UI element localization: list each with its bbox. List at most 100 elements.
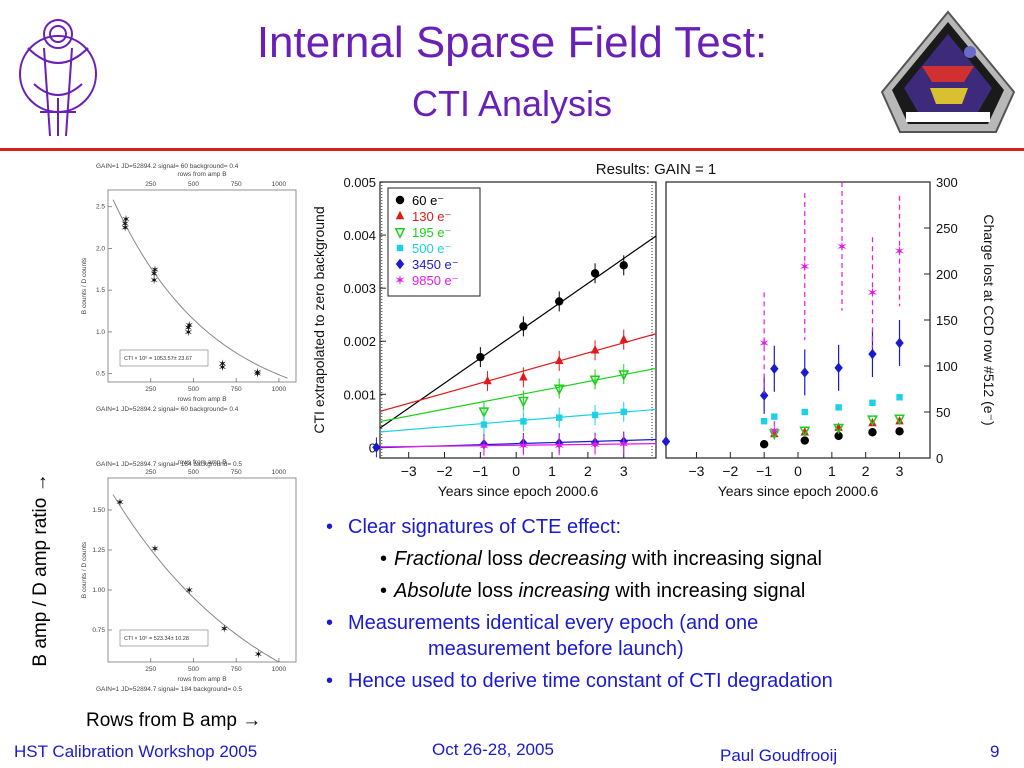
slide-subtitle: CTI Analysis	[411, 83, 613, 124]
footer-event: HST Calibration Workshop 2005	[14, 742, 258, 761]
right-data-point	[896, 394, 903, 401]
left-data-point	[589, 375, 601, 387]
right-data-point: ✶	[836, 238, 848, 254]
footer-author: Paul Goudfrooij	[720, 746, 838, 765]
panel-y-tick-label: 1.0	[96, 329, 105, 336]
right-data-point	[760, 418, 768, 425]
left-data-point	[520, 418, 527, 425]
left-plot-frame	[379, 181, 657, 459]
left-data-point	[517, 396, 529, 408]
sub-bullet-item: • Absolute loss increasing with increasin…	[380, 580, 806, 602]
left-fit-line	[379, 443, 657, 448]
left-y-tick-label: 0.001	[343, 387, 376, 402]
left-fit-line	[379, 333, 657, 412]
bullet-item: • Measurements identical every epoch (and…	[326, 612, 759, 660]
panel-fit-text: CTI × 10⁶ = 1053.57± 23.67	[124, 355, 192, 362]
legend-label: 9850 e⁻	[412, 273, 459, 288]
panel-x-tick-label: 250	[145, 666, 156, 673]
panel-data-point: ✶	[121, 214, 130, 226]
panel-top-axis-title: rows from amp B	[177, 459, 226, 466]
legend-marker	[395, 195, 405, 205]
panel-data-point: ✶	[184, 323, 193, 335]
panel-fit-box	[119, 629, 209, 647]
panel-data-point: ✶	[185, 585, 194, 597]
results-chart: Results: GAIN = 1 −3 −2 −1 0 1 2 3 0 0.001 0.002 0.…	[310, 156, 1002, 508]
panel-data-point: ✶	[150, 543, 159, 555]
right-data-point	[771, 413, 778, 420]
panel-data-point: ✶	[184, 327, 193, 339]
right-series-group: ✶ ✶ ✶ ✶ ✶ ✶	[758, 182, 905, 440]
right-data-point	[867, 415, 878, 427]
right-data-point	[895, 416, 904, 425]
slide-title: Internal Sparse Field Test:	[256, 18, 768, 67]
left-y-axis-label: CTI extrapolated to zero background	[311, 206, 327, 433]
right-data-point	[868, 348, 877, 360]
stis-logo	[878, 8, 1018, 136]
right-data-point	[894, 414, 905, 426]
panel-y-tick-label: 0.75	[92, 627, 105, 634]
right-series-group	[760, 394, 903, 425]
left-x-tick-label: −2	[437, 463, 453, 479]
left-data-point	[480, 421, 488, 428]
panel-top-tick-label: 250	[145, 181, 156, 188]
panel-y-tick-label: 0.5	[96, 371, 105, 378]
panel-top-tick-label: 500	[188, 469, 199, 476]
left-fit-line	[379, 367, 657, 423]
chart-title: Results: GAIN = 1	[596, 161, 716, 178]
left-data-point	[476, 352, 485, 362]
sub-bullet-item: • Fractional loss decreasing with increas…	[380, 548, 822, 570]
title-rule	[0, 148, 1024, 151]
legend-marker	[395, 210, 405, 220]
right-data-point	[869, 399, 876, 406]
right-data-point	[768, 429, 780, 441]
left-series-group: ✶ ✶ ✶ ✶ ✶	[379, 434, 657, 456]
left-data-point	[590, 269, 600, 278]
left-y-tick-label: 0.005	[343, 175, 376, 190]
left-series-group	[379, 401, 657, 435]
left-data-point: ✶	[589, 437, 601, 453]
panel-data-point: ✶	[185, 320, 194, 332]
left-x-axis-label: Years since epoch 2000.6	[438, 483, 599, 499]
right-data-point	[801, 408, 808, 416]
right-x-tick-label: 0	[794, 463, 802, 479]
panel-header: GAIN=1 JD=52894.2 signal= 60 background=…	[96, 163, 239, 170]
ratio-plot-top: GAIN=1 JD=52894.2 signal= 60 background=…	[81, 163, 297, 413]
left-series-group	[379, 235, 657, 429]
panel-bottom-header: GAIN=1 JD=52894.7 signal= 184 background…	[96, 686, 242, 693]
panel-top-tick-label: 750	[231, 469, 242, 476]
right-data-point: ✶	[758, 335, 770, 351]
right-x-tick-label: −2	[722, 463, 738, 479]
left-panels-ylabel: B amp / D amp ratio →	[30, 473, 51, 667]
right-data-point: ✶	[768, 422, 780, 438]
right-data-point	[661, 436, 671, 447]
left-data-point	[619, 334, 628, 343]
right-data-point: ✶	[799, 259, 811, 275]
right-data-point	[895, 337, 904, 349]
results-chart-svg: Results: GAIN = 1 −3 −2 −1 0 1 2 3 0 0.001 0.002 0.…	[310, 156, 1002, 508]
left-data-point	[591, 411, 599, 419]
panel-top-tick-label: 500	[188, 181, 199, 188]
right-y-axis-label: Charge lost at CCD row #512 (e⁻)	[981, 214, 997, 425]
legend-label: 3450 e⁻	[412, 257, 459, 272]
panel-data-point: ✶	[150, 268, 159, 280]
panel-data-point: ✶	[150, 275, 159, 287]
right-data-point	[800, 427, 809, 436]
right-x-tick-label: −3	[688, 463, 704, 479]
panel-x-tick-label: 250	[145, 386, 156, 393]
left-x-tick-label: 3	[620, 463, 628, 479]
right-data-point	[759, 440, 769, 449]
panel-header: GAIN=1 JD=52894.7 signal= 184 background…	[96, 461, 242, 468]
panel-y-axis-label: B counts / D counts	[81, 541, 88, 598]
panel-x-tick-label: 500	[188, 666, 199, 673]
right-data-point	[800, 436, 809, 445]
left-x-tick-label: 1	[548, 463, 556, 479]
legend-label: 130 e⁻	[412, 209, 451, 224]
legend-marker	[394, 228, 406, 239]
bullet-item: • Clear signatures of CTE effect:	[326, 516, 622, 538]
legend-marker	[395, 258, 405, 270]
left-series-group	[379, 329, 657, 412]
panel-x-tick-label: 750	[231, 666, 242, 673]
right-data-point	[835, 404, 842, 411]
right-data-point	[868, 428, 877, 437]
panel-bottom-header: GAIN=1 JD=52894.2 signal= 60 background=…	[96, 406, 239, 413]
